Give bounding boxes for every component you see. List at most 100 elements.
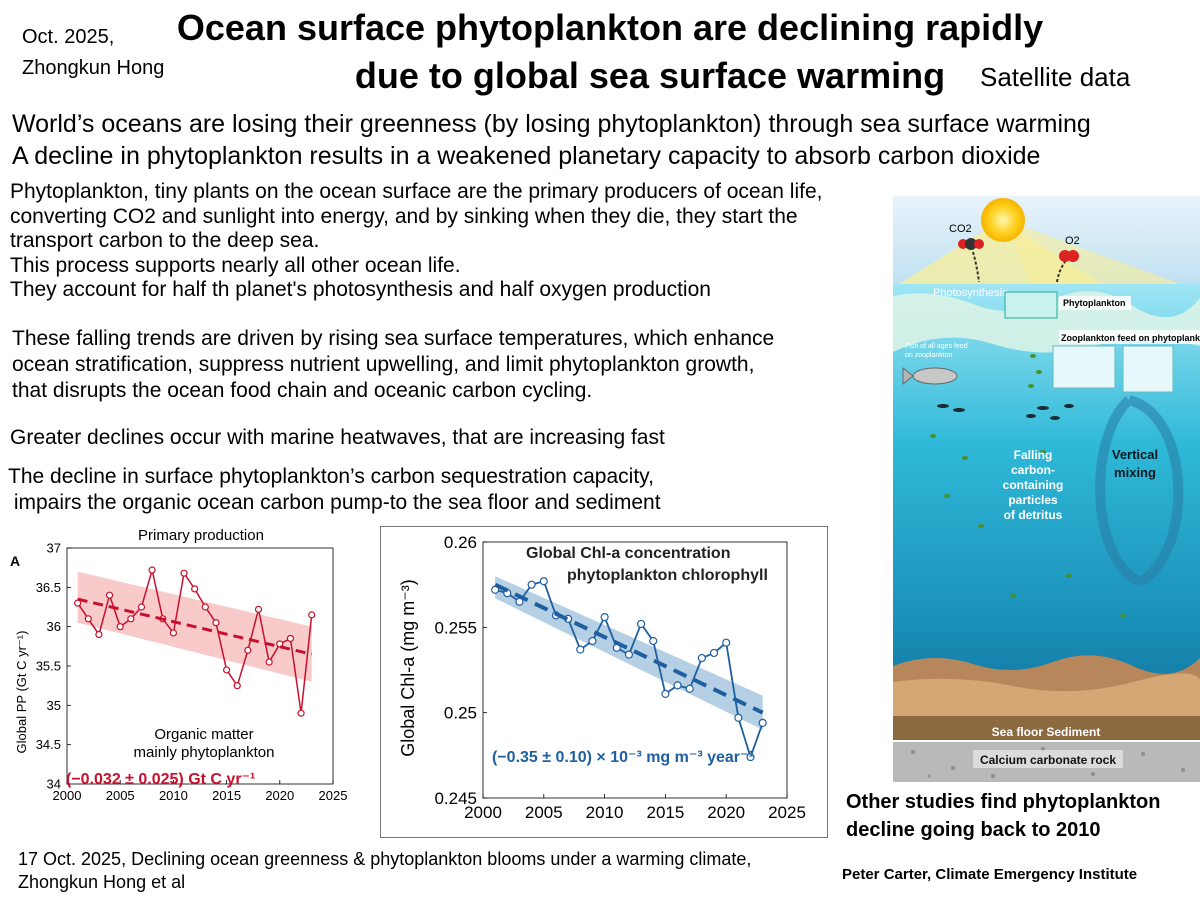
data-point: [137, 603, 146, 611]
chart-b-rate-label: (−0.35 ± 0.10) × 10⁻³ mg m⁻³ year⁻¹: [492, 749, 754, 766]
falling-label-line-4: particles: [1008, 493, 1058, 507]
data-point: [276, 640, 284, 648]
chart-a-annotation-line-2: mainly phytoplankton: [134, 744, 275, 761]
data-point: [734, 713, 743, 722]
fish-label-line-1: Fish of all ages feed: [905, 343, 968, 350]
data-point: [105, 591, 114, 599]
vertical-mixing-arrow-icon: [1095, 395, 1184, 587]
data-point: [148, 566, 156, 574]
header-date: Oct. 2025,: [22, 26, 115, 48]
other-studies-line-1: Other studies find phytoplankton: [846, 791, 1161, 813]
x-tick-label: 2020: [265, 788, 294, 803]
data-point: [709, 648, 719, 658]
data-point: [297, 709, 305, 717]
co2-label: CO2: [949, 223, 972, 235]
data-point: [697, 653, 706, 663]
y-tick-label: 36: [47, 619, 61, 634]
data-point: [127, 615, 135, 623]
o2-label: O2: [1065, 235, 1080, 247]
falling-label-line-3: containing: [1003, 478, 1064, 492]
y-tick-label: 34: [47, 777, 61, 792]
chart-a-ylabel: Global PP (Gt C yr⁻¹): [14, 631, 29, 754]
data-point: [254, 605, 263, 613]
primary-production-chart: Primary production A 2000 2005 2010 2015 202…: [10, 527, 347, 803]
data-point: [212, 619, 220, 627]
data-point: [95, 630, 103, 639]
data-point: [265, 658, 273, 666]
x-tick-label: 2000: [53, 788, 82, 803]
y-tick-label: 35.5: [36, 659, 61, 674]
sunlight-beam-right: [1005, 220, 1200, 291]
chart-a-annotation-line-1: Organic matter: [154, 726, 253, 743]
data-point: [588, 636, 597, 646]
chart-a-title: Primary production: [138, 527, 264, 544]
data-point: [661, 689, 670, 698]
citation-line-2: Zhongkun Hong et al: [18, 872, 186, 892]
lead-statements: World’s oceans are losing their greennes…: [12, 108, 1091, 172]
title-line-2: due to global sea surface warming: [354, 55, 946, 96]
other-studies-line-2: decline going back to 2010: [846, 819, 1101, 841]
p1-line-3: transport carbon to the deep sea.: [10, 229, 320, 252]
x-tick-label: 2005: [106, 788, 135, 803]
zooplankton-label-bg: [1059, 330, 1200, 344]
chart-b-title: Global Chl-a concentration: [526, 545, 730, 562]
rock-label: Calcium carbonate rock: [980, 753, 1116, 767]
data-point: [636, 619, 646, 629]
credit: Peter Carter, Climate Emergency Institut…: [842, 866, 1138, 883]
y-tick-label: 36.5: [36, 580, 61, 595]
data-point: [576, 645, 585, 654]
rock-label-bg: [973, 750, 1123, 768]
paragraph-trend-drivers: These falling trends are driven by risin…: [12, 326, 774, 404]
y-tick-label: 35: [47, 698, 61, 713]
ocean-carbon-pump-diagram: CO2 O2 Photosynthesis Phytoplankton Zoop…: [893, 196, 1200, 782]
small-fish-school-icon: [937, 404, 1074, 420]
data-point: [527, 580, 536, 589]
trend-line: [494, 582, 764, 715]
chart-a-panel-label: A: [10, 553, 20, 569]
y-tick-label: 0.26: [444, 533, 477, 552]
y-tick-label: 34.5: [36, 737, 61, 752]
other-studies-note: Other studies find phytoplankton decline…: [846, 788, 1160, 844]
lead-line-1: World’s oceans are losing their greennes…: [12, 110, 1091, 138]
zooplankton-inset-2: [1122, 345, 1174, 393]
o2-arrow-icon: [1056, 261, 1066, 283]
p2-line-1: These falling trends are driven by risin…: [12, 327, 775, 350]
x-tick-label: 2010: [586, 803, 624, 822]
y-tick-label: 37: [47, 541, 61, 556]
data-point: [600, 612, 609, 622]
data-point: [201, 603, 209, 611]
data-point: [286, 634, 295, 643]
trend-line: [77, 597, 313, 656]
data-point: [191, 585, 199, 593]
header-date-author: Oct. 2025, Zhongkun Hong: [22, 22, 164, 84]
vertical-label-line-2: mixing: [1114, 465, 1156, 480]
data-point: [180, 569, 188, 577]
rock-texture: [911, 747, 1185, 778]
page-title: Ocean surface phytoplankton are declinin…: [140, 4, 1080, 100]
paragraph-heatwaves: Greater declines occur with marine heatw…: [10, 426, 665, 449]
falling-label-line-5: of detritus: [1004, 508, 1063, 522]
data-point: [746, 752, 755, 762]
x-tick-label: 2010: [159, 788, 188, 803]
sediment-band: [893, 716, 1200, 740]
paragraph-phytoplankton-role: Phytoplankton, tiny plants on the ocean …: [10, 180, 822, 303]
sun-icon: [981, 198, 1025, 242]
photosynthesis-label: Photosynthesis: [933, 287, 1008, 299]
data-point: [685, 684, 694, 693]
p1-line-1: Phytoplankton, tiny plants on the ocean …: [10, 180, 823, 203]
y-tick-label: 0.255: [434, 618, 477, 637]
p1-line-2: converting CO2 and sunlight into energy,…: [10, 204, 798, 228]
data-point: [116, 623, 124, 631]
data-point: [244, 646, 252, 654]
p2-line-3: that disrupts the ocean food chain and o…: [12, 379, 593, 402]
x-tick-label: 2005: [525, 803, 563, 822]
x-tick-label: 2020: [707, 803, 745, 822]
x-tick-label: 2025: [768, 803, 806, 822]
chlorophyll-chart: 2000 2005 2010 2015 2020 2025 0.245 0.25 0.255 0.…: [380, 526, 828, 838]
data-point: [308, 611, 316, 619]
data-point: [673, 681, 682, 690]
o2-molecule-icon: [1059, 250, 1079, 262]
co2-molecule-icon: [958, 238, 984, 250]
citation: 17 Oct. 2025, Declining ocean greenness …: [18, 848, 751, 894]
data-point: [223, 666, 231, 674]
